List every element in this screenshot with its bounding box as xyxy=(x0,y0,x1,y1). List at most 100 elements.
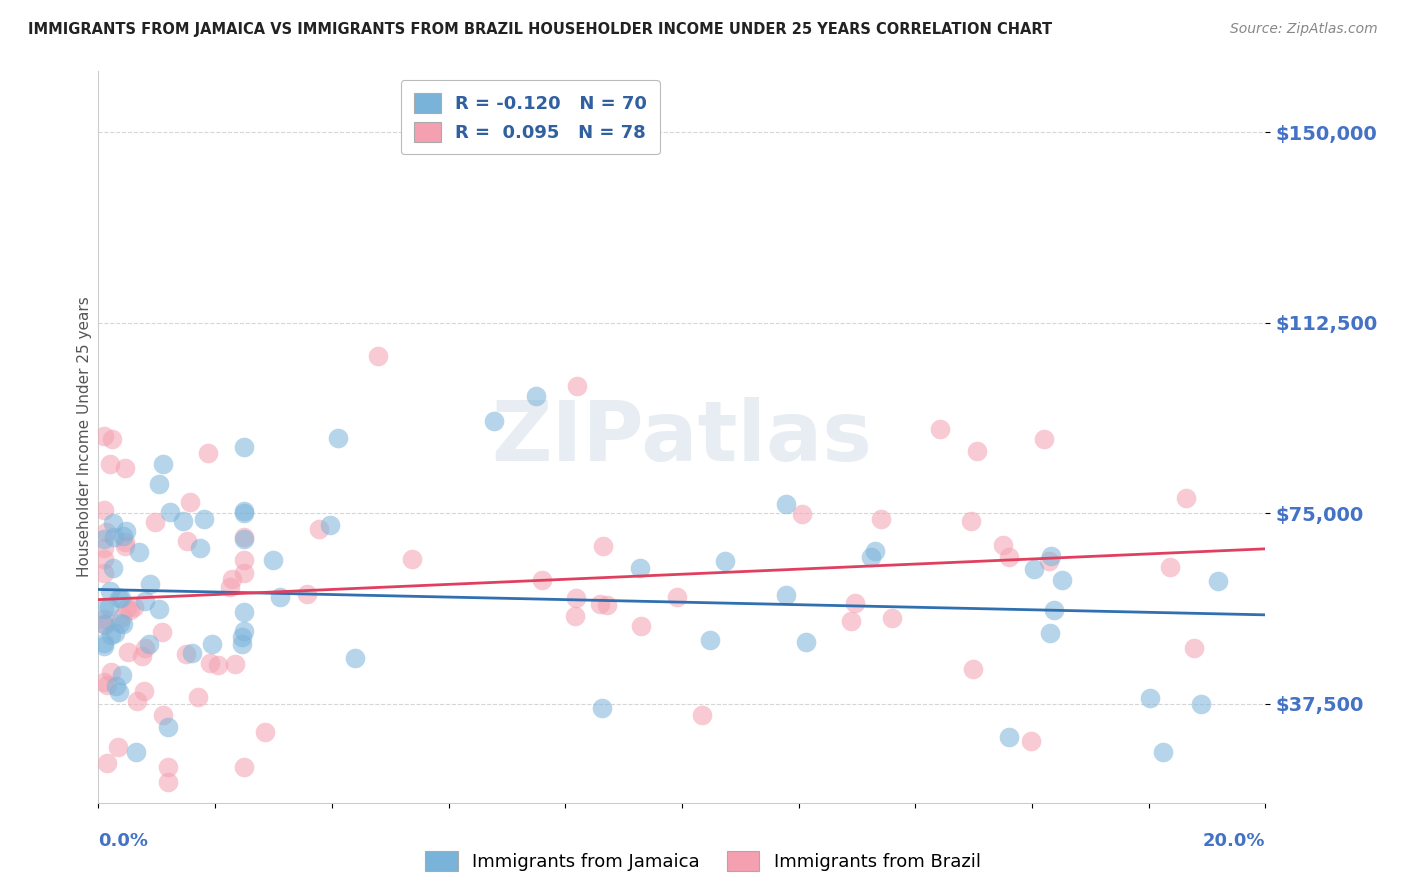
Point xyxy=(101,560,124,574)
Point xyxy=(794,635,817,649)
Point xyxy=(134,593,156,607)
Point xyxy=(128,545,150,559)
Point xyxy=(1040,549,1063,564)
Point xyxy=(233,531,256,545)
Point xyxy=(148,476,170,491)
Point xyxy=(93,639,115,653)
Point xyxy=(107,740,129,755)
Point xyxy=(775,497,797,511)
Point xyxy=(589,597,612,611)
Point xyxy=(93,551,115,566)
Point xyxy=(93,616,115,631)
Point xyxy=(108,685,131,699)
Point xyxy=(108,591,131,606)
Point xyxy=(93,618,115,632)
Point xyxy=(143,515,166,529)
Point xyxy=(1139,690,1161,705)
Point xyxy=(114,461,136,475)
Point xyxy=(93,675,115,690)
Point xyxy=(863,544,886,558)
Point xyxy=(596,599,619,613)
Point xyxy=(224,657,246,672)
Point xyxy=(124,600,146,615)
Point xyxy=(112,616,135,631)
Point xyxy=(233,760,256,774)
Point xyxy=(197,446,219,460)
Point xyxy=(105,679,128,693)
Point xyxy=(775,588,797,602)
Point xyxy=(103,530,125,544)
Point xyxy=(100,457,122,471)
Point xyxy=(100,584,122,599)
Point xyxy=(714,554,737,568)
Point xyxy=(319,517,342,532)
Legend: Immigrants from Jamaica, Immigrants from Brazil: Immigrants from Jamaica, Immigrants from… xyxy=(418,844,988,879)
Point xyxy=(482,414,505,428)
Point xyxy=(1159,559,1181,574)
Point xyxy=(111,529,134,543)
Point xyxy=(198,656,221,670)
Point xyxy=(93,532,115,546)
Point xyxy=(343,650,366,665)
Point xyxy=(966,444,988,458)
Point xyxy=(1189,697,1212,711)
Point xyxy=(134,684,156,698)
Point xyxy=(138,637,160,651)
Point xyxy=(233,566,256,581)
Point xyxy=(159,505,181,519)
Point xyxy=(666,590,689,604)
Point xyxy=(111,668,134,682)
Point xyxy=(233,606,256,620)
Point xyxy=(93,566,115,580)
Point xyxy=(104,626,127,640)
Point xyxy=(131,648,153,663)
Point xyxy=(93,541,115,556)
Point xyxy=(1039,625,1062,640)
Text: Source: ZipAtlas.com: Source: ZipAtlas.com xyxy=(1230,22,1378,37)
Point xyxy=(233,532,256,546)
Point xyxy=(628,561,651,575)
Point xyxy=(591,701,613,715)
Point xyxy=(96,678,118,692)
Point xyxy=(93,428,115,442)
Point xyxy=(295,586,318,600)
Point xyxy=(156,720,179,734)
Point xyxy=(401,552,423,566)
Legend: R = -0.120   N = 70, R =  0.095   N = 78: R = -0.120 N = 70, R = 0.095 N = 78 xyxy=(401,80,659,154)
Point xyxy=(565,379,588,393)
Text: IMMIGRANTS FROM JAMAICA VS IMMIGRANTS FROM BRAZIL HOUSEHOLDER INCOME UNDER 25 YE: IMMIGRANTS FROM JAMAICA VS IMMIGRANTS FR… xyxy=(28,22,1052,37)
Point xyxy=(96,524,118,539)
Point xyxy=(108,615,131,630)
Point xyxy=(564,608,586,623)
Point xyxy=(859,550,882,565)
Point xyxy=(117,645,139,659)
Point xyxy=(262,553,284,567)
Point xyxy=(100,665,122,680)
Point xyxy=(188,541,211,555)
Point xyxy=(221,572,243,586)
Point xyxy=(187,690,209,704)
Point xyxy=(101,516,124,531)
Point xyxy=(1022,562,1045,576)
Point xyxy=(115,524,138,538)
Point xyxy=(233,506,256,520)
Point xyxy=(844,596,866,610)
Point xyxy=(233,553,256,567)
Point xyxy=(125,745,148,759)
Point xyxy=(114,535,136,549)
Point xyxy=(1019,734,1042,748)
Point xyxy=(148,601,170,615)
Point xyxy=(176,534,198,549)
Point xyxy=(233,440,256,454)
Point xyxy=(157,760,180,774)
Point xyxy=(98,599,121,614)
Point xyxy=(1206,574,1229,589)
Point xyxy=(269,590,291,604)
Point xyxy=(998,730,1021,744)
Point xyxy=(326,431,349,445)
Text: 20.0%: 20.0% xyxy=(1204,832,1265,850)
Point xyxy=(174,647,197,661)
Text: ZIPatlas: ZIPatlas xyxy=(492,397,872,477)
Point xyxy=(134,640,156,655)
Point xyxy=(152,707,174,722)
